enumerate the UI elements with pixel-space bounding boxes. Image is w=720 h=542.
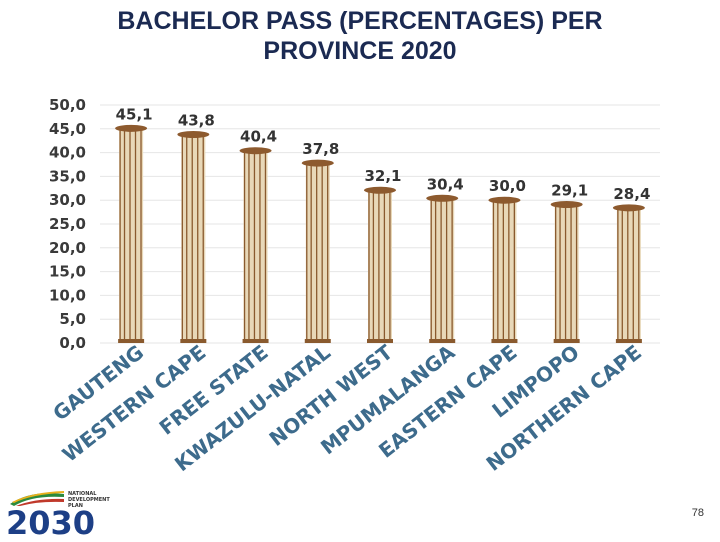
bar bbox=[550, 200, 583, 343]
page-number: 78 bbox=[691, 507, 704, 519]
data-label: 29,1 bbox=[551, 181, 588, 199]
y-tick-label: 5,0 bbox=[59, 310, 86, 328]
bar bbox=[612, 204, 645, 343]
y-tick-label: 30,0 bbox=[49, 191, 86, 209]
bar bbox=[239, 147, 272, 343]
y-tick-label: 10,0 bbox=[49, 286, 86, 304]
y-tick-label: 20,0 bbox=[49, 239, 86, 257]
flag-swoosh-icon bbox=[10, 491, 64, 506]
bar bbox=[426, 194, 459, 343]
data-label: 37,8 bbox=[302, 140, 339, 158]
bar bbox=[177, 131, 210, 343]
bar bbox=[301, 159, 334, 343]
data-label: 32,1 bbox=[364, 167, 401, 185]
y-tick-label: 0,0 bbox=[59, 334, 86, 352]
data-label: 28,4 bbox=[613, 185, 650, 203]
data-label: 45,1 bbox=[116, 105, 153, 123]
data-label: 40,4 bbox=[240, 128, 277, 146]
y-tick-label: 45,0 bbox=[49, 120, 86, 138]
data-label: 30,4 bbox=[427, 175, 464, 193]
y-tick-label: 40,0 bbox=[49, 144, 86, 162]
ndp-2030-logo: NATIONAL DEVELOPMENT PLAN 2030 bbox=[6, 486, 136, 542]
y-tick-label: 15,0 bbox=[49, 263, 86, 281]
y-tick-label: 25,0 bbox=[49, 215, 86, 233]
bar bbox=[488, 196, 521, 343]
y-tick-label: 50,0 bbox=[49, 96, 86, 114]
ndp-logo-text: NATIONAL DEVELOPMENT PLAN bbox=[68, 491, 110, 509]
chart-title: BACHELOR PASS (PERCENTAGES) PER PROVINCE… bbox=[117, 7, 603, 65]
y-tick-label: 35,0 bbox=[49, 167, 86, 185]
bar-chart: 0,0 5,0 10,0 15,0 20,0 25,0 30,0 35,0 40,0 45,0 50… bbox=[48, 96, 660, 476]
data-label: 30,0 bbox=[489, 177, 526, 195]
ndp-logo-year: 2030 bbox=[6, 504, 96, 542]
bar bbox=[364, 186, 396, 343]
data-label: 43,8 bbox=[178, 112, 215, 130]
bar bbox=[115, 124, 148, 343]
